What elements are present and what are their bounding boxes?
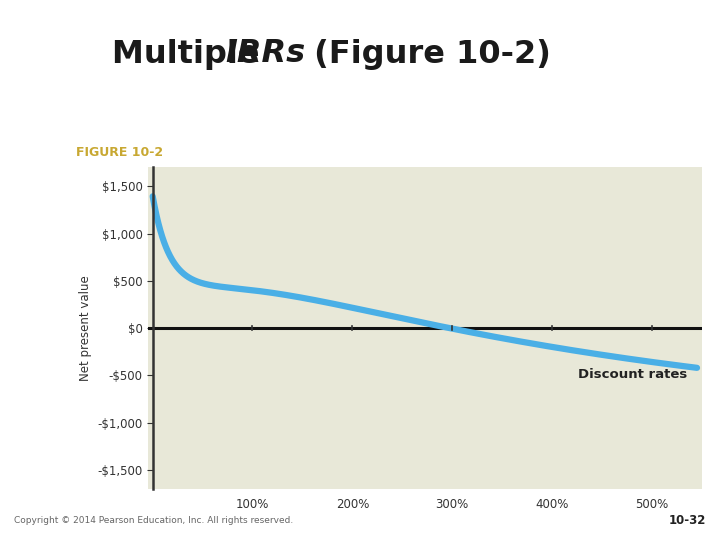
Text: Copyright © 2014 Pearson Education, Inc. All rights reserved.: Copyright © 2014 Pearson Education, Inc.… <box>14 516 294 525</box>
Text: IRRs: IRRs <box>225 38 305 70</box>
Text: Multiple: Multiple <box>163 146 217 159</box>
Text: FIGURE 10-2: FIGURE 10-2 <box>76 146 163 159</box>
Text: Multiple: Multiple <box>112 38 270 70</box>
Text: Discount rates: Discount rates <box>577 368 687 381</box>
Text: 10-32: 10-32 <box>668 514 706 527</box>
Text: (Figure 10-2): (Figure 10-2) <box>303 38 551 70</box>
Y-axis label: Net present value: Net present value <box>79 275 92 381</box>
Text: IRRs: IRRs <box>207 146 235 159</box>
